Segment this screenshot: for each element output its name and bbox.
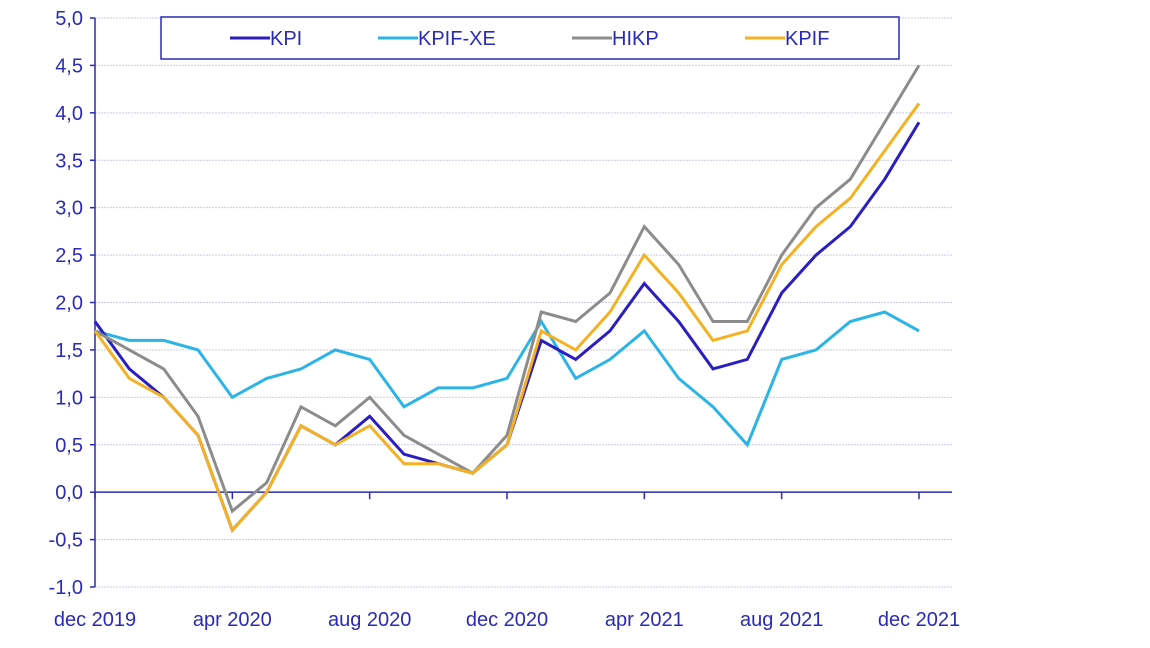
y-tick-label: 3,0 [55, 198, 83, 220]
series-lines [93, 64, 921, 533]
y-tick-label: -1,0 [49, 577, 83, 599]
x-tick-label: dec 2020 [466, 609, 548, 631]
y-tick-label: 3,5 [55, 150, 83, 172]
legend-label: KPI [270, 28, 302, 50]
axes: 5,0 4,5 4,0 3,5 3,0 2,5 2,0 1,5 1,0 0,5 0,0 -0,5 -1,… [49, 8, 961, 631]
x-tick-label: dec 2021 [878, 609, 960, 631]
y-tick-label: 5,0 [55, 8, 83, 30]
y-tick-label: 4,5 [55, 55, 83, 77]
x-tick-label: aug 2020 [328, 609, 411, 631]
legend-label: KPIF-XE [418, 28, 496, 50]
y-tick-label: 2,0 [55, 293, 83, 315]
y-tick-label: 0,0 [55, 482, 83, 504]
y-tick-label: 1,5 [55, 340, 83, 362]
series-line-kpif [93, 102, 921, 533]
x-tick-label: apr 2021 [605, 609, 684, 631]
y-tick-label: 0,5 [55, 435, 83, 457]
gridlines [95, 17, 952, 588]
x-tick-label: dec 2019 [54, 609, 136, 631]
legend-label: HIKP [612, 28, 659, 50]
legend-label: KPIF [785, 28, 829, 50]
x-tick-label: apr 2020 [193, 609, 272, 631]
y-tick-label: 2,5 [55, 245, 83, 267]
y-tick-label: 1,0 [55, 387, 83, 409]
y-tick-label: -0,5 [49, 530, 83, 552]
x-tick-label: aug 2021 [740, 609, 823, 631]
series-line-hikp [94, 64, 921, 514]
legend: KPI KPIF-XE HIKP KPIF [160, 16, 900, 60]
y-tick-label: 4,0 [55, 103, 83, 125]
series-line-kpif-xe [94, 310, 920, 448]
